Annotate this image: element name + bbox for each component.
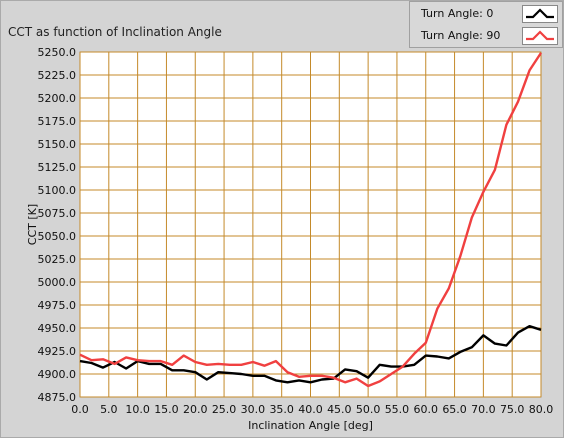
y-tick-label: 5100.0 <box>38 184 77 197</box>
x-tick-label: 55.0 <box>385 403 410 416</box>
x-axis-label: Inclination Angle [deg] <box>248 419 373 432</box>
x-tick-label: 25.0 <box>212 403 237 416</box>
y-tick-label: 4925.0 <box>38 345 77 358</box>
legend-label-0: Turn Angle: 0 <box>421 7 494 20</box>
y-tick-label: 5050.0 <box>38 230 77 243</box>
y-tick-label: 5000.0 <box>38 276 77 289</box>
legend-item-0[interactable]: Turn Angle: 0 <box>410 3 562 25</box>
legend-label-1: Turn Angle: 90 <box>421 29 501 42</box>
x-tick-label: 50.0 <box>356 403 381 416</box>
y-tick-label: 5200.0 <box>38 92 77 105</box>
legend-line-icon-1 <box>526 30 554 41</box>
y-axis-ticks: 4875.0 4900.0 4925.0 4950.0 4975.0 5000.0 5025… <box>38 46 77 404</box>
x-tick-label: 80.0 <box>529 403 554 416</box>
x-tick-label: 65.0 <box>442 403 467 416</box>
y-axis-label: CCT [K] <box>26 204 39 245</box>
y-tick-label: 5075.0 <box>38 207 77 220</box>
x-tick-label: 0.0 <box>71 403 89 416</box>
y-tick-label: 4875.0 <box>38 391 77 404</box>
y-tick-label: 5250.0 <box>38 46 77 59</box>
x-tick-label: 70.0 <box>471 403 496 416</box>
legend-item-1[interactable]: Turn Angle: 90 <box>410 25 562 47</box>
y-tick-label: 5025.0 <box>38 253 77 266</box>
x-tick-label: 30.0 <box>241 403 266 416</box>
series-line-0 <box>79 325 542 384</box>
x-tick-label: 75.0 <box>500 403 525 416</box>
x-tick-label: 60.0 <box>414 403 439 416</box>
x-tick-label: 15.0 <box>154 403 179 416</box>
legend-line-icon-0 <box>526 8 554 19</box>
y-tick-label: 4975.0 <box>38 299 77 312</box>
y-tick-label: 5175.0 <box>38 115 77 128</box>
x-tick-label: 45.0 <box>327 403 352 416</box>
y-tick-label: 4950.0 <box>38 322 77 335</box>
x-tick-label: 5.0 <box>100 403 118 416</box>
series-line-1 <box>79 52 543 388</box>
y-tick-label: 5125.0 <box>38 161 77 174</box>
legend-swatch-0[interactable] <box>522 5 558 23</box>
y-tick-label: 4900.0 <box>38 368 77 381</box>
y-tick-label: 5150.0 <box>38 138 77 151</box>
x-axis-ticks: 0.0 5.0 10.0 15.0 20.0 25.0 30.0 35.0 40.0 45.0 50… <box>71 403 553 416</box>
legend-swatch-1[interactable] <box>522 27 558 45</box>
x-tick-label: 40.0 <box>298 403 323 416</box>
series-lines <box>79 52 543 388</box>
legend: Turn Angle: 0 Turn Angle: 90 <box>409 1 563 48</box>
x-tick-label: 20.0 <box>183 403 208 416</box>
x-tick-label: 35.0 <box>269 403 294 416</box>
chart-title: CCT as function of Inclination Angle <box>8 25 222 39</box>
x-tick-label: 10.0 <box>125 403 150 416</box>
y-tick-label: 5225.0 <box>38 69 77 82</box>
